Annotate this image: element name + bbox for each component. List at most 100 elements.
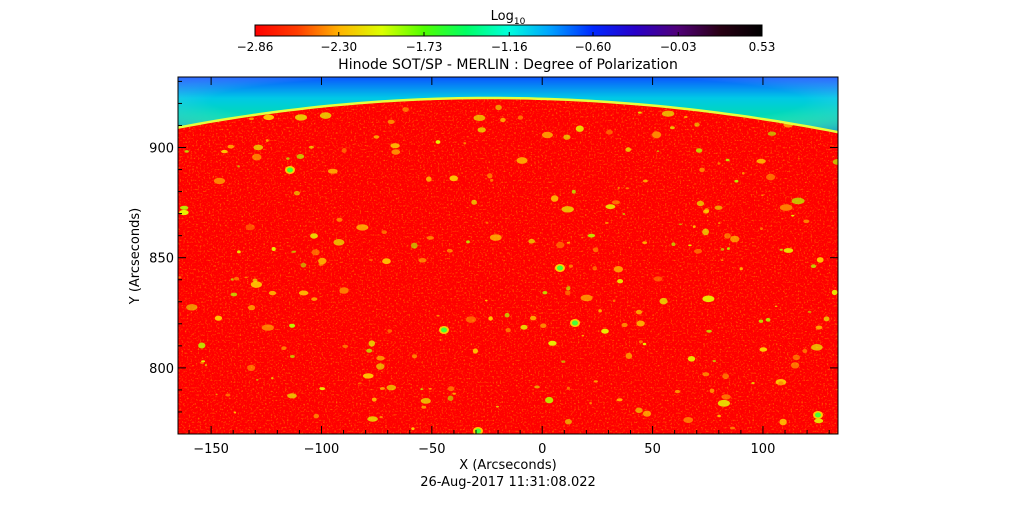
- polarization-patch: [814, 418, 824, 424]
- polarization-patch: [621, 322, 628, 328]
- polarization-patch: [327, 168, 338, 174]
- polarization-patch: [678, 223, 682, 226]
- polarization-patch: [447, 395, 454, 401]
- polarization-patch: [376, 363, 385, 370]
- polarization-patch: [575, 125, 584, 132]
- polarization-patch: [487, 173, 493, 179]
- polarization-patch: [779, 418, 787, 426]
- polarization-patch: [336, 217, 343, 222]
- x-tick-label: −150: [193, 442, 229, 457]
- y-tick-label: 850: [149, 252, 174, 267]
- polarization-patch: [266, 325, 271, 328]
- solar-limb: [178, 96, 838, 134]
- polarization-patch: [625, 352, 633, 359]
- polarization-patch: [565, 290, 571, 296]
- polarization-patch: [261, 324, 274, 331]
- polarization-patch: [472, 348, 478, 354]
- polarization-patch: [717, 414, 721, 418]
- polarization-patch: [760, 227, 763, 231]
- polarization-patch: [642, 241, 648, 244]
- polarization-patch: [742, 172, 745, 175]
- colorbar-strip: [254, 24, 763, 37]
- polarization-patch: [265, 139, 269, 142]
- polarization-patch: [774, 305, 778, 308]
- polarization-patch: [184, 150, 189, 153]
- polarization-patch: [237, 250, 241, 254]
- chart-title: Hinode SOT/SP - MERLIN : Degree of Polar…: [338, 57, 678, 73]
- polarization-patch: [230, 278, 234, 281]
- polarization-patch: [653, 276, 663, 282]
- polarization-patch: [485, 221, 489, 224]
- polarization-patch: [598, 309, 602, 313]
- polarization-patch: [420, 388, 424, 391]
- polarization-patches: [178, 104, 838, 434]
- polarization-patch: [373, 135, 380, 139]
- polarization-patch: [831, 289, 838, 296]
- polarization-patch: [601, 328, 609, 334]
- polarization-patch: [358, 382, 362, 385]
- polarization-patch: [466, 240, 470, 244]
- polarization-patch: [556, 241, 565, 249]
- polarization-patch: [320, 112, 332, 119]
- polarization-patch: [421, 405, 427, 409]
- y-tick-label: 800: [149, 362, 174, 377]
- polarization-patch: [371, 397, 377, 402]
- polarization-patch: [652, 131, 662, 139]
- polarization-patch: [271, 247, 276, 251]
- polarization-patch: [428, 387, 432, 390]
- polarization-patch: [779, 204, 793, 211]
- polarization-patch: [387, 119, 395, 125]
- polarization-patch: [568, 264, 574, 268]
- polarization-patch: [635, 309, 643, 315]
- polarization-patch: [420, 398, 431, 404]
- polarization-patch: [233, 411, 237, 414]
- polarization-patch: [580, 294, 593, 302]
- polarization-patch: [694, 122, 700, 127]
- polarization-patch: [465, 316, 477, 323]
- polarization-patch: [659, 297, 668, 305]
- polarization-patch: [811, 344, 823, 351]
- polarization-patch: [362, 373, 374, 379]
- polarization-patch: [550, 195, 559, 202]
- polarization-patch: [237, 165, 241, 168]
- polarization-patch: [318, 263, 324, 266]
- polarization-patch: [225, 393, 231, 397]
- polarization-patch: [702, 372, 710, 377]
- polarization-patch: [725, 158, 730, 162]
- polarization-patch: [638, 340, 643, 344]
- polarization-patch: [391, 149, 401, 155]
- polarization-patch: [439, 339, 442, 341]
- polarization-patch: [198, 342, 206, 349]
- plot-image: [178, 77, 838, 434]
- polarization-patch: [566, 386, 571, 390]
- polarization-patch: [593, 247, 599, 253]
- polarization-patch: [605, 221, 609, 224]
- polarization-patch: [671, 242, 676, 246]
- polarization-patch: [684, 115, 688, 119]
- polarization-patch: [436, 314, 440, 317]
- polarization-patch: [720, 259, 724, 261]
- polarization-patch: [561, 360, 566, 363]
- polarization-patch: [489, 234, 502, 241]
- polarization-patch: [637, 111, 642, 114]
- polarization-patch: [368, 340, 375, 347]
- polarization-patch: [704, 208, 710, 213]
- polarization-patch: [702, 295, 715, 303]
- polarization-patch: [790, 362, 800, 369]
- polarization-patch: [605, 204, 616, 210]
- polarization-patch: [616, 398, 623, 402]
- polarization-patch: [268, 290, 277, 296]
- polarization-patch: [495, 405, 499, 408]
- polarization-patch: [717, 162, 721, 165]
- x-axis-label: X (Arcseconds): [459, 458, 556, 473]
- polarization-patch: [221, 149, 228, 154]
- polarization-patch: [739, 267, 743, 271]
- polarization-patch: [247, 364, 256, 372]
- polarization-patch: [379, 416, 383, 419]
- polarization-patch: [593, 380, 598, 383]
- polarization-patch: [495, 104, 502, 111]
- polarization-patch: [244, 276, 248, 279]
- polarization-patch: [179, 209, 189, 216]
- polarization-patch: [613, 266, 624, 273]
- polarization-patch: [729, 426, 736, 430]
